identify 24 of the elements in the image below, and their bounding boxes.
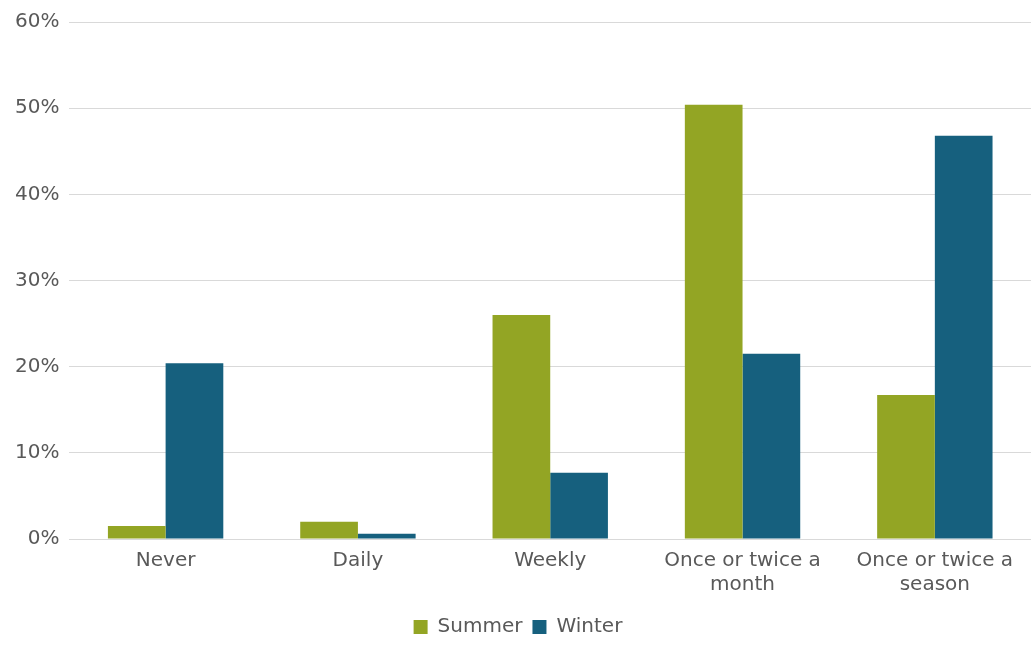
legend-label: Winter — [556, 613, 624, 638]
x-tick-label: Weekly — [514, 547, 587, 572]
bar — [934, 135, 993, 539]
bar — [877, 395, 935, 539]
x-tick-label: Once or twice a season — [856, 547, 1014, 596]
bar — [492, 314, 551, 539]
x-tick-label: Daily — [332, 547, 384, 572]
bar — [550, 472, 608, 539]
x-tick-label: Never — [135, 547, 197, 572]
bar — [107, 526, 166, 539]
y-tick-label: 50% — [15, 94, 60, 119]
legend-label: Summer — [437, 613, 524, 638]
y-tick-label: 10% — [15, 439, 60, 464]
bar — [165, 363, 224, 539]
bar — [357, 533, 416, 539]
bar — [684, 104, 743, 539]
y-tick-label: 30% — [15, 266, 60, 291]
x-tick-label: Once or twice a month — [664, 547, 821, 596]
y-tick-label: 0% — [27, 525, 60, 550]
bar — [300, 521, 358, 539]
y-tick-label: 60% — [15, 8, 60, 33]
y-tick-label: 20% — [15, 352, 60, 377]
bar — [742, 353, 801, 539]
y-tick-label: 40% — [15, 180, 60, 205]
